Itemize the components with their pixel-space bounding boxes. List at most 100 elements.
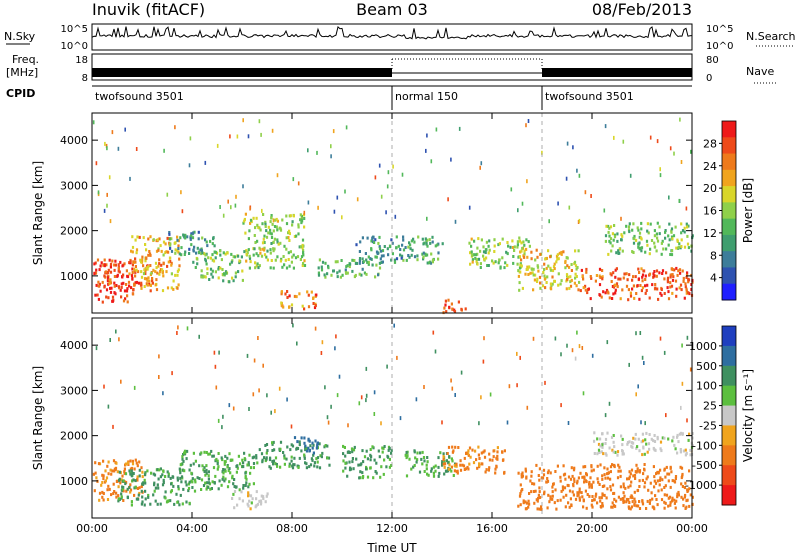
data-cell xyxy=(276,219,279,223)
data-cell xyxy=(252,466,255,470)
data-cell xyxy=(674,447,677,451)
data-cell xyxy=(192,260,195,264)
data-cell xyxy=(326,456,329,460)
data-cell xyxy=(482,250,486,254)
data-cell xyxy=(175,492,178,496)
data-cell xyxy=(619,297,622,301)
data-cell xyxy=(107,276,110,280)
data-cell xyxy=(132,288,135,291)
data-cell xyxy=(571,474,574,478)
scatter-cell xyxy=(247,134,250,139)
data-cell xyxy=(172,484,175,488)
scatter-cell xyxy=(380,194,383,199)
data-cell xyxy=(686,242,690,246)
data-cell xyxy=(678,286,681,290)
data-cell xyxy=(133,493,136,497)
scatter-cell xyxy=(560,352,562,357)
data-cell xyxy=(283,263,286,267)
data-cell xyxy=(549,268,552,272)
data-cell xyxy=(176,238,179,242)
data-cell xyxy=(459,459,462,463)
data-cell xyxy=(207,474,210,478)
data-cell xyxy=(599,276,602,279)
data-cell xyxy=(501,458,505,462)
data-cell xyxy=(206,267,209,271)
data-cell xyxy=(147,495,150,499)
data-cell xyxy=(395,235,398,239)
data-cell xyxy=(312,302,315,305)
data-cell xyxy=(149,235,152,239)
scatter-cell xyxy=(341,215,343,220)
data-cell xyxy=(288,239,291,242)
data-cell xyxy=(551,485,554,489)
data-cell xyxy=(675,499,678,503)
data-cell xyxy=(648,252,651,256)
scatter-cell xyxy=(489,392,492,397)
data-cell xyxy=(653,245,656,249)
data-cell xyxy=(303,259,306,263)
data-cell xyxy=(120,285,123,289)
data-cell xyxy=(587,287,590,291)
data-cell xyxy=(169,259,172,263)
data-cell xyxy=(629,294,633,298)
data-cell xyxy=(164,242,167,246)
data-cell xyxy=(568,265,571,269)
data-cell xyxy=(478,462,481,466)
scatter-cell xyxy=(578,344,581,349)
scatter-cell xyxy=(451,386,454,391)
data-cell xyxy=(603,473,606,477)
data-cell xyxy=(651,505,654,509)
scatter-cell xyxy=(604,124,607,129)
scatter-cell xyxy=(248,407,250,411)
data-cell xyxy=(102,263,105,267)
data-cell xyxy=(369,458,372,462)
data-cell xyxy=(649,222,652,226)
data-cell xyxy=(493,244,496,248)
nsky-tick-bottom: 10^0 xyxy=(61,41,88,52)
data-cell xyxy=(233,490,237,493)
data-cell xyxy=(484,248,487,252)
data-cell xyxy=(255,504,258,508)
data-cell xyxy=(204,253,207,257)
data-cell xyxy=(686,234,689,238)
data-cell xyxy=(318,258,321,262)
data-cell xyxy=(393,258,396,262)
data-cell xyxy=(554,488,557,492)
scatter-cell xyxy=(274,409,276,414)
data-cell xyxy=(288,229,291,233)
data-cell xyxy=(405,474,409,478)
colorbar-segment xyxy=(722,153,736,171)
data-cell xyxy=(130,503,133,507)
data-cell xyxy=(361,476,364,480)
data-cell xyxy=(533,278,536,282)
data-cell xyxy=(212,236,215,240)
scatter-cell xyxy=(532,336,535,341)
data-cell xyxy=(538,490,541,494)
data-cell xyxy=(614,291,617,295)
scatter-cell xyxy=(257,336,259,340)
data-cell xyxy=(517,269,520,273)
data-cell xyxy=(488,239,491,243)
data-cell xyxy=(476,262,479,266)
data-cell xyxy=(204,259,207,263)
scatter-cell xyxy=(686,335,689,340)
data-cell xyxy=(140,281,143,285)
data-cell xyxy=(209,267,213,271)
data-cell xyxy=(557,257,560,261)
data-cell xyxy=(228,467,231,471)
data-cell xyxy=(327,266,330,270)
data-cell xyxy=(245,249,248,253)
data-cell xyxy=(405,451,408,454)
data-cell xyxy=(282,451,285,454)
data-cell xyxy=(564,266,567,270)
data-cell xyxy=(254,261,257,265)
data-cell xyxy=(233,478,236,481)
data-cell xyxy=(131,479,134,483)
data-cell xyxy=(614,504,617,508)
data-cell xyxy=(655,498,658,501)
data-cell xyxy=(643,481,647,485)
data-cell xyxy=(205,464,208,468)
data-cell xyxy=(272,240,275,244)
cpid-label: CPID xyxy=(6,87,35,100)
data-cell xyxy=(471,258,474,262)
